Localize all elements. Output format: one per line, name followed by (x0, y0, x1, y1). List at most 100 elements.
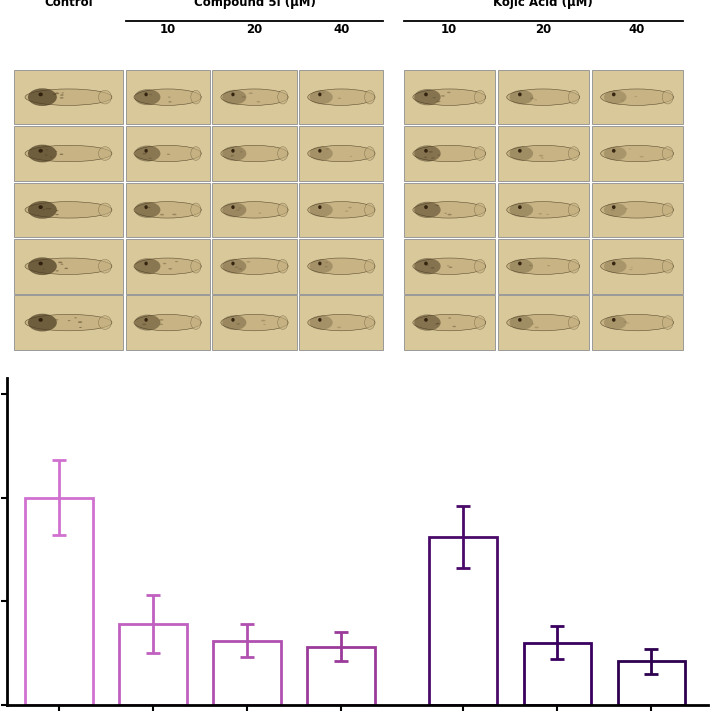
Ellipse shape (448, 214, 452, 216)
Ellipse shape (99, 203, 112, 216)
Bar (307, 647, 375, 705)
Ellipse shape (611, 209, 615, 211)
Ellipse shape (144, 93, 148, 96)
Ellipse shape (134, 201, 201, 218)
Bar (498, 295, 588, 350)
Ellipse shape (310, 315, 332, 330)
Ellipse shape (534, 99, 537, 100)
Ellipse shape (628, 149, 631, 150)
Ellipse shape (541, 157, 544, 159)
Ellipse shape (99, 147, 112, 160)
Bar (14, 126, 123, 181)
Ellipse shape (510, 90, 533, 105)
Bar (300, 295, 383, 350)
Text: Compound 5l (μM): Compound 5l (μM) (194, 0, 315, 9)
Ellipse shape (134, 145, 201, 162)
Ellipse shape (144, 261, 148, 266)
Ellipse shape (56, 319, 59, 320)
Ellipse shape (167, 154, 170, 155)
Ellipse shape (39, 149, 43, 152)
Ellipse shape (318, 318, 322, 322)
Ellipse shape (191, 90, 201, 104)
Bar (14, 295, 123, 350)
Bar (498, 182, 588, 237)
Ellipse shape (365, 315, 375, 330)
Ellipse shape (441, 95, 445, 97)
Bar (300, 182, 383, 237)
Ellipse shape (510, 315, 533, 330)
Bar (591, 239, 683, 293)
Ellipse shape (424, 149, 428, 152)
Ellipse shape (623, 321, 627, 323)
Ellipse shape (414, 89, 440, 105)
Ellipse shape (231, 205, 235, 209)
Ellipse shape (159, 319, 164, 320)
Ellipse shape (99, 315, 112, 330)
Ellipse shape (510, 203, 533, 217)
Ellipse shape (307, 89, 375, 105)
Ellipse shape (629, 269, 632, 271)
Ellipse shape (310, 203, 332, 217)
Ellipse shape (365, 90, 375, 104)
Text: 10: 10 (159, 23, 176, 36)
Bar (126, 126, 209, 181)
Text: 10: 10 (441, 23, 458, 36)
Ellipse shape (25, 315, 112, 331)
Ellipse shape (258, 212, 262, 214)
Ellipse shape (149, 94, 152, 95)
Bar (404, 295, 495, 350)
Ellipse shape (149, 157, 152, 159)
Ellipse shape (475, 315, 485, 330)
Text: Control: Control (44, 0, 93, 9)
Ellipse shape (601, 89, 674, 105)
Ellipse shape (337, 98, 341, 99)
Ellipse shape (277, 259, 288, 273)
Bar (212, 295, 297, 350)
Ellipse shape (625, 208, 628, 209)
Ellipse shape (612, 149, 616, 152)
Ellipse shape (222, 315, 247, 330)
Ellipse shape (414, 145, 440, 162)
Bar (212, 126, 297, 181)
Ellipse shape (28, 145, 56, 162)
Ellipse shape (510, 146, 533, 161)
Ellipse shape (604, 203, 626, 216)
Ellipse shape (277, 147, 288, 160)
Ellipse shape (307, 258, 375, 274)
Ellipse shape (532, 323, 534, 325)
Ellipse shape (414, 258, 440, 274)
Ellipse shape (612, 318, 616, 322)
Ellipse shape (134, 315, 201, 331)
Ellipse shape (239, 268, 242, 270)
Bar (126, 295, 209, 350)
Ellipse shape (160, 214, 164, 216)
Ellipse shape (261, 320, 265, 322)
Ellipse shape (221, 201, 288, 218)
Ellipse shape (221, 89, 288, 105)
Ellipse shape (518, 261, 522, 266)
Bar (14, 70, 123, 125)
Ellipse shape (444, 213, 447, 214)
Ellipse shape (25, 258, 112, 274)
Ellipse shape (431, 157, 435, 159)
Bar (430, 537, 497, 705)
Ellipse shape (539, 155, 543, 157)
Ellipse shape (529, 265, 532, 266)
Ellipse shape (43, 209, 45, 210)
Ellipse shape (413, 145, 485, 162)
Text: 20: 20 (535, 23, 551, 36)
Ellipse shape (601, 258, 674, 274)
Ellipse shape (453, 325, 456, 328)
Ellipse shape (310, 90, 332, 104)
Ellipse shape (621, 100, 624, 101)
Ellipse shape (55, 151, 57, 152)
Ellipse shape (601, 201, 674, 218)
Ellipse shape (231, 93, 235, 96)
Ellipse shape (413, 201, 485, 218)
Text: 20: 20 (247, 23, 262, 36)
Ellipse shape (144, 205, 148, 209)
Bar (591, 295, 683, 350)
Bar (212, 239, 297, 293)
Ellipse shape (39, 261, 43, 266)
Ellipse shape (277, 90, 288, 104)
